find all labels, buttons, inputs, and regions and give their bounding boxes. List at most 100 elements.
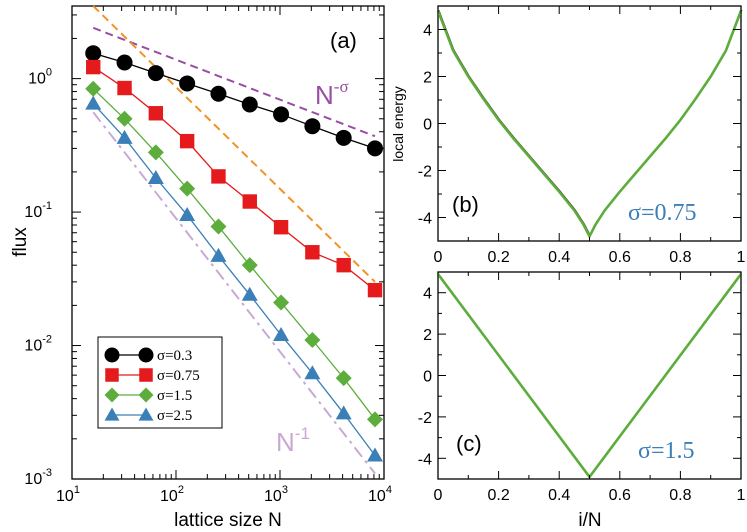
data-point-s1-2 [148, 106, 164, 121]
y-tick-label-b-2: 0 [423, 117, 432, 134]
x-tick-exp: 4 [386, 484, 392, 496]
data-point-s0-3 [179, 75, 196, 92]
data-point-s3-0 [85, 95, 102, 110]
y-tick-base: 10 [24, 471, 42, 488]
data-point-s2-2 [147, 144, 164, 161]
y-tick-label-3: 100 [28, 67, 52, 88]
panel-c-label: (c) [456, 431, 482, 456]
x-tick-label-c-2: 0.4 [548, 487, 570, 504]
data-point-s1-8 [336, 257, 351, 273]
data-point-s1-0 [86, 59, 101, 75]
legend-marker-left-2 [104, 387, 120, 403]
data-point-s3-1 [116, 129, 133, 144]
data-point-s2-9 [366, 411, 383, 428]
series-3 [85, 95, 383, 462]
panel-c: 0 0.2 0.4 0.6 0.8 1 4 2 0 -2 -4 (c) σ=1.5 i/N [418, 271, 746, 531]
x-tick-label-b-2: 0.4 [548, 249, 570, 266]
legend-label-1: σ=0.75 [157, 368, 200, 384]
series-line-1 [92, 66, 376, 291]
y-tick-label-b-4: -4 [418, 211, 432, 228]
data-point-s0-9 [366, 140, 383, 157]
x-tick-label-c-0: 0 [434, 487, 443, 504]
data-point-s0-2 [147, 65, 164, 82]
y-tick-base: 10 [28, 71, 46, 88]
panel-b-series [436, 9, 743, 240]
data-point-s0-8 [335, 129, 352, 146]
panel-a-series [85, 45, 383, 462]
y-tick-exp: -3 [42, 467, 52, 479]
panel-a-frame [71, 5, 385, 480]
data-point-s2-4 [210, 218, 227, 235]
data-point-s0-5 [241, 96, 258, 113]
x-tick-label-1: 102 [160, 484, 184, 505]
x-tick-exp: 1 [74, 484, 80, 496]
panel-a-label: (a) [330, 28, 357, 53]
y-tick-label-1: 10-2 [24, 334, 52, 355]
x-tick-label-0: 101 [56, 484, 80, 505]
data-point-s2-8 [335, 370, 352, 387]
x-tick-label-3: 104 [368, 484, 392, 505]
profile-line-0 [436, 273, 743, 480]
data-point-s2-1 [116, 110, 133, 127]
legend-marker-left-3 [104, 407, 120, 421]
x-tick-label-c-4: 0.8 [669, 487, 691, 504]
x-tick-label-b-5: 1 [737, 249, 746, 266]
legend-entry-0: σ=0.3 [104, 347, 192, 364]
data-point-s0-0 [85, 45, 102, 62]
data-point-s3-5 [241, 286, 258, 301]
panel-c-frame [437, 271, 742, 480]
y-tick-label-c-0: 4 [423, 286, 432, 303]
data-point-s3-7 [304, 365, 321, 380]
legend-marker-left-1 [105, 368, 119, 382]
panel-b-ticks: 0 0.2 0.4 0.6 0.8 1 4 2 0 -2 -4 [418, 6, 746, 266]
legend-marker-right-3 [138, 407, 154, 421]
x-tick-exp: 2 [178, 484, 184, 496]
series-line-3 [92, 103, 376, 456]
data-point-s1-9 [367, 282, 383, 298]
data-point-s2-7 [304, 332, 321, 349]
y-tick-exp: 0 [46, 67, 52, 79]
series-line-2 [92, 88, 376, 420]
legend-marker-right-1 [139, 368, 153, 382]
data-point-s3-6 [273, 326, 290, 341]
legend-marker-right-0 [138, 347, 154, 363]
series-line-0 [93, 52, 376, 150]
reference-line-0 [92, 26, 376, 138]
panel-b-annotation: σ=0.75 [628, 200, 696, 226]
y-tick-base: 10 [24, 338, 42, 355]
x-tick-label-c-3: 0.6 [609, 487, 631, 504]
data-point-s1-3 [179, 133, 195, 149]
y-tick-exp: -2 [42, 334, 52, 346]
data-point-s0-6 [273, 106, 290, 123]
y-tick-label-0: 10-3 [24, 467, 52, 488]
reference-line-1 [92, 5, 376, 283]
x-tick-label-b-1: 0.2 [487, 249, 509, 266]
data-point-s0-4 [210, 85, 227, 102]
x-tick-label-b-4: 0.8 [669, 249, 691, 266]
x-tick-label-b-3: 0.6 [609, 249, 631, 266]
legend: σ=0.3 σ=0.75 σ=1.5 σ=2.5 [97, 336, 223, 429]
legend-entry-3: σ=2.5 [104, 407, 192, 424]
legend-items: σ=0.3 σ=0.75 σ=1.5 σ=2.5 [104, 347, 200, 424]
ref-label-n-minus-one-exp: -1 [295, 424, 310, 443]
x-tick-base: 10 [160, 488, 178, 505]
legend-label-2: σ=1.5 [157, 388, 192, 404]
panel-b-label: (b) [452, 192, 479, 217]
data-point-s2-0 [85, 80, 102, 97]
data-point-s0-1 [116, 54, 133, 71]
data-point-s3-4 [210, 247, 227, 262]
y-tick-label-2: 10-1 [24, 200, 52, 221]
panel-c-xlabel: i/N [578, 510, 601, 531]
data-point-s1-4 [211, 169, 226, 184]
data-point-s3-8 [335, 405, 352, 420]
data-point-s0-7 [304, 118, 321, 135]
x-tick-label-2: 103 [264, 484, 288, 505]
reference-line-2 [92, 111, 376, 475]
data-point-s2-5 [241, 257, 258, 274]
y-tick-base: 10 [24, 204, 42, 221]
ref-label-n-minus-one: N-1 [276, 424, 310, 457]
x-tick-label-c-5: 1 [737, 487, 746, 504]
